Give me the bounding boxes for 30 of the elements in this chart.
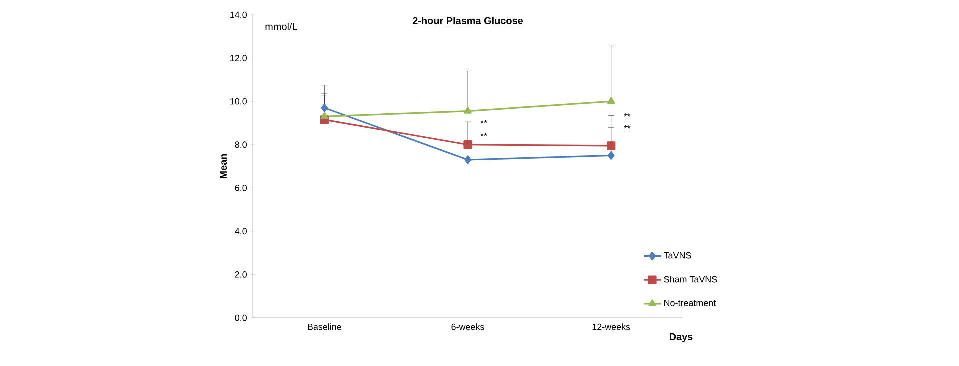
point	[464, 140, 472, 150]
point	[320, 112, 329, 120]
point	[608, 151, 615, 160]
y-axis-title: Mean	[220, 154, 228, 179]
y-tick-label: 10.0	[230, 98, 248, 105]
annotation: **	[624, 114, 631, 117]
legend-label: Sham TaVNS	[664, 276, 718, 283]
y-tick-label: 6.0	[235, 184, 248, 192]
point	[608, 97, 616, 104]
point	[321, 104, 328, 112]
y-tick-label: 0.0	[235, 314, 248, 322]
annotation: **	[480, 120, 488, 124]
y-tick-label: 12.0	[230, 55, 248, 62]
x-tick-label: Baseline	[308, 324, 342, 330]
annotation: **	[480, 133, 488, 136]
y-tick-label: 14.0	[230, 12, 248, 18]
y-tick-label: 8.0	[235, 142, 248, 148]
annotation: mmol/L	[266, 23, 298, 30]
annotation: **	[624, 126, 631, 129]
y-tick-label: 4.0	[235, 228, 248, 235]
point	[607, 142, 616, 150]
y-tick-label: 2.0	[235, 272, 248, 278]
point	[464, 156, 472, 164]
x-tick-label: 12-weeks	[592, 324, 630, 330]
legend-label: TaVNS	[664, 252, 692, 259]
chart-title: 2-hour Plasma Glucose	[412, 17, 524, 24]
legend-label: No-treatment	[664, 300, 716, 306]
x-tick-label: 6-weeks	[452, 324, 484, 330]
point	[464, 107, 472, 114]
x-axis-title: Days	[670, 334, 693, 342]
